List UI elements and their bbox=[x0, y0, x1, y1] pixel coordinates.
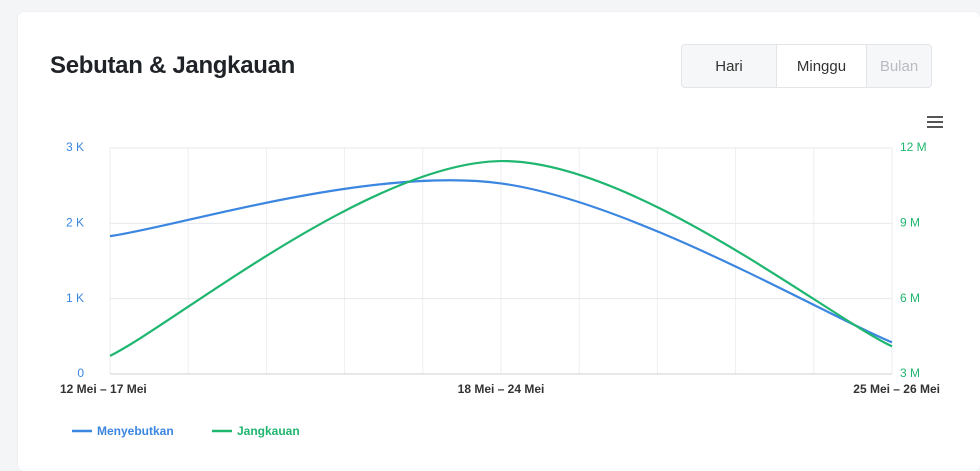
button[interactable]: Bulan bbox=[879, 57, 919, 75]
y-tick-label: 2 K bbox=[66, 216, 84, 230]
y-tick-label: 3 K bbox=[66, 140, 84, 154]
button[interactable]: Hari bbox=[715, 57, 743, 75]
x-tick-label: 18 Mei – 24 Mei bbox=[458, 382, 545, 396]
legend-label: Jangkauan bbox=[237, 424, 300, 438]
x-tick-label: 25 Mei – 26 Mei bbox=[853, 382, 940, 396]
y2-tick-label: 9 M bbox=[900, 216, 920, 230]
series-line bbox=[109, 159, 893, 357]
y-tick-label: 1 K bbox=[66, 291, 84, 305]
series-line bbox=[109, 179, 893, 344]
y2-tick-label: 12 M bbox=[900, 140, 927, 154]
legend-label: Menyebutkan bbox=[97, 424, 174, 438]
y-tick-label: 0 bbox=[77, 366, 84, 380]
button[interactable]: Minggu bbox=[776, 45, 867, 87]
y2-tick-label: 6 M bbox=[900, 291, 920, 305]
card bbox=[18, 12, 980, 471]
title: Sebutan & Jangkauan bbox=[50, 52, 296, 79]
x-tick-label: 12 Mei – 17 Mei bbox=[60, 382, 147, 396]
y2-tick-label: 3 M bbox=[900, 366, 920, 380]
period-switch: Hari Minggu Bulan bbox=[681, 44, 932, 88]
menu-icon[interactable] bbox=[927, 116, 943, 128]
